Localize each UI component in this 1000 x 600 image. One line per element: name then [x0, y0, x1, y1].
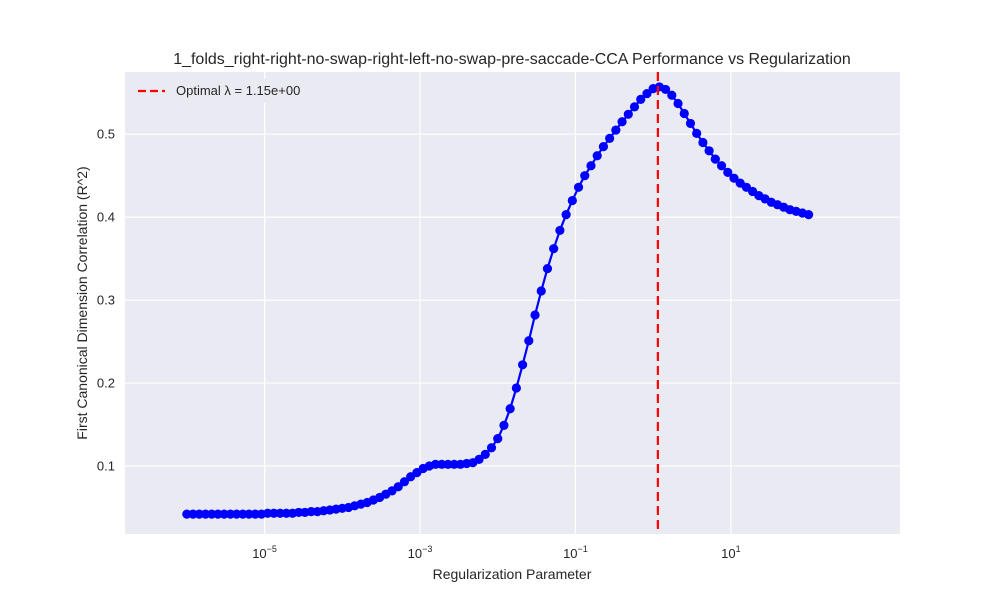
data-point: [642, 88, 652, 99]
data-point: [729, 173, 739, 183]
data-point: [685, 118, 696, 129]
x-tick-labels: 10−5 10−3 10−1 101: [252, 544, 740, 561]
x-tick-label: 10−1: [563, 544, 588, 561]
y-tick-label: 0.1: [97, 458, 115, 473]
y-tick-labels: 0.1 0.2 0.3 0.4 0.5: [97, 127, 115, 474]
data-point: [493, 434, 503, 444]
data-point: [567, 195, 577, 206]
data-point: [623, 109, 633, 119]
data-point: [555, 225, 565, 236]
data-point: [804, 210, 814, 220]
data-point: [511, 383, 521, 393]
data-point: [667, 90, 677, 100]
grid-lines: [125, 72, 900, 534]
data-point: [549, 244, 559, 254]
data-point: [573, 182, 584, 192]
data-point: [393, 482, 403, 492]
data-point: [505, 404, 515, 414]
data-point: [524, 336, 534, 346]
data-point: [661, 84, 671, 95]
data-point: [598, 142, 609, 152]
y-tick-label: 0.5: [97, 127, 115, 142]
data-point: [530, 310, 540, 320]
data-point: [673, 98, 683, 109]
data-point: [499, 420, 509, 430]
y-tick-label: 0.3: [97, 293, 115, 308]
data-point: [399, 477, 410, 487]
x-axis-label: Regularization Parameter: [433, 566, 592, 582]
data-point: [611, 125, 621, 135]
y-axis-label: First Canonical Dimension Correlation (R…: [74, 166, 90, 439]
data-point: [486, 443, 497, 453]
x-tick-label: 10−3: [408, 544, 433, 561]
data-point: [586, 161, 596, 171]
data-point: [679, 108, 689, 119]
data-point: [704, 146, 714, 156]
data-point: [474, 454, 484, 464]
data-point: [580, 171, 590, 181]
data-point: [536, 286, 546, 296]
x-tick-label: 10−5: [252, 544, 277, 561]
data-point: [561, 210, 571, 220]
chart-title: 1_folds_right-right-no-swap-right-left-n…: [173, 51, 851, 68]
y-tick-label: 0.2: [97, 376, 115, 391]
plot-area: [125, 72, 900, 534]
data-point: [605, 133, 615, 143]
data-point: [518, 360, 528, 370]
data-point: [698, 137, 708, 148]
data-point: [542, 263, 553, 274]
series-layer: [182, 82, 814, 519]
x-tick-label: 101: [721, 544, 740, 561]
data-point: [710, 154, 720, 164]
data-point: [716, 161, 727, 171]
data-point: [723, 167, 733, 177]
data-point: [629, 102, 640, 112]
data-point: [636, 94, 646, 104]
y-tick-label: 0.4: [97, 210, 115, 225]
legend: Optimal λ = 1.15e+00: [132, 79, 312, 103]
data-point: [692, 128, 702, 138]
data-point: [592, 151, 602, 161]
data-point: [617, 117, 627, 127]
legend-label: Optimal λ = 1.15e+00: [176, 83, 300, 98]
data-point: [480, 449, 490, 459]
legend-box: [132, 79, 312, 103]
